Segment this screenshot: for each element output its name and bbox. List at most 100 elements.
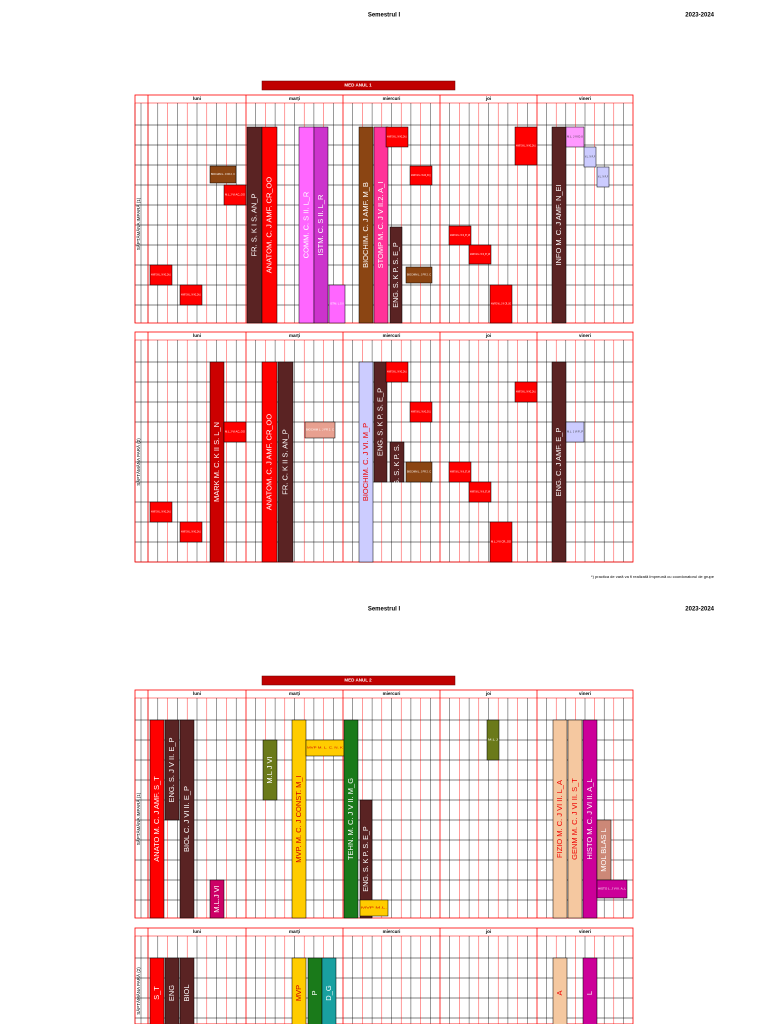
course-block [389, 441, 405, 483]
course-label: ENG. S. K P. S. E_P [361, 826, 370, 892]
course-block [291, 957, 307, 1024]
course-block [359, 799, 373, 919]
course-label: FR. C. K II S. AN_P [280, 429, 289, 494]
week-label: SĂPTĂMÂNA PARĂ (2) [135, 967, 141, 1015]
course-label: TEHN. M. C. J V II. M_G [346, 778, 355, 860]
course-label: S_T [152, 986, 161, 1000]
course-block [551, 361, 567, 563]
title-bar [261, 675, 456, 686]
course-block [582, 957, 598, 1024]
course-label: M.L.J VI CR_OO [491, 540, 511, 544]
course-label: MVP [294, 985, 303, 1001]
course-label: GENM M. C. J VI II. S_T [570, 778, 579, 860]
course-block [179, 719, 195, 919]
course-label: M.L J VI [265, 756, 274, 783]
course-block [164, 719, 180, 821]
course-label: ANATO M.L.J VI AZ_DA_I [516, 390, 536, 394]
course-label: M.L. J VI P_P [585, 155, 595, 159]
course-block [149, 501, 173, 523]
course-label: M.L.J VI AC_OO [225, 430, 245, 434]
semester: Semestrul I [368, 13, 401, 19]
title: MED ANUL 2 [344, 678, 372, 683]
course-block [448, 461, 472, 483]
course-label: ANATO M.L.J VI AZ_OO_I [411, 173, 431, 177]
course-block [164, 957, 180, 1024]
course-label: ANATO M.L.J VI AZ_DA_I [516, 144, 536, 148]
course-block [582, 719, 598, 919]
course-label: ISTM. C. S II. L_R [316, 194, 325, 255]
note: *) practica de vară va fi realizată împr… [591, 574, 715, 579]
course-block [405, 266, 433, 284]
course-label: MOL BLAS L [599, 828, 608, 872]
course-label: ANATOM. C. J AMF. CR_OO [264, 414, 273, 511]
course-block [596, 166, 610, 188]
course-label: ENG. S. K P. S. E_P [391, 242, 400, 308]
course-block [486, 719, 500, 761]
course-block [565, 126, 585, 148]
course-label: M.L. J VI P_P [598, 175, 608, 179]
course-label: ANATO M. C. J AMF. S_T [152, 776, 161, 862]
course-block [565, 421, 585, 443]
course-label: M.L.J VI [212, 885, 221, 913]
course-block [321, 957, 337, 1024]
course-label: HISTO L. J VI II. A_L [598, 887, 627, 891]
course-block [551, 126, 567, 324]
day-label: joi [485, 333, 491, 338]
course-label: ENG. S. J V II. E_P [167, 737, 176, 802]
course-label: BIOCHIM L. J FR 2. C [407, 273, 431, 277]
week-label: SĂPTĂMÂNA IMPARĂ (1) [135, 197, 141, 250]
course-label: ANATOM. C. J AMF. CR_OO [264, 177, 273, 274]
course-block [209, 165, 237, 184]
course-label: MVP M. L. C. N. K [307, 746, 343, 750]
course-block [514, 381, 538, 403]
course-block [277, 361, 294, 563]
day-label: marți [289, 929, 300, 935]
course-label: ANATO M.L.J VI AZ_DA_I [387, 135, 407, 139]
course-label: ANATO M.L.J VI K_ST_MI [470, 252, 490, 256]
course-label: ENG [167, 985, 176, 1001]
title-bar [261, 80, 456, 91]
table-border [134, 331, 634, 563]
course-block [489, 284, 513, 324]
course-block [409, 165, 433, 186]
course-block [468, 244, 492, 265]
course-label: L [585, 991, 594, 995]
course-block [358, 126, 374, 324]
course-block [209, 361, 225, 563]
course-label: ISTM. L.S II [330, 302, 344, 306]
course-label: ENG. S. K P. S. E_P [375, 388, 384, 456]
course-label: D_G [324, 985, 333, 1001]
course-block [489, 521, 513, 563]
day-label: luni [193, 929, 201, 934]
course-block [313, 126, 329, 324]
course-block [328, 284, 346, 324]
course-label: ANATO M.L.J VI AZ_DA_I [387, 370, 407, 374]
day-label: luni [193, 333, 201, 338]
course-block [373, 361, 388, 483]
course-label: M.L J [488, 738, 499, 742]
day-label: vineri [579, 929, 591, 934]
course-block [409, 401, 433, 423]
week-label: SĂPTĂMÂNA IMPARĂ (1) [135, 792, 141, 845]
year: 2023-2024 [685, 13, 714, 19]
course-block [179, 284, 203, 306]
course-block [596, 879, 628, 899]
course-block [359, 899, 389, 917]
course-block [149, 264, 173, 286]
course-block [385, 361, 409, 383]
year: 2023-2024 [685, 607, 714, 613]
day-label: luni [193, 96, 201, 101]
course-block [448, 225, 472, 246]
course-label: BIOCHIM. C. J VI. M_P [361, 423, 370, 501]
course-label: BIOL C. J VI II. E_P [182, 786, 191, 852]
day-label: vineri [579, 691, 591, 696]
course-block [223, 184, 247, 206]
week-label: SĂPTĂMÂNA PARĂ (2) [135, 438, 141, 486]
title: MED ANUL 1 [344, 83, 372, 88]
table-border [134, 927, 634, 1024]
course-label: INFO M. C. J AMF. N_EI [554, 184, 563, 265]
course-label: ENG. C. J AMF. E_P [554, 428, 563, 497]
course-block [261, 126, 278, 324]
course-label: HISTO M. C. J VI II. A_L [585, 778, 594, 859]
